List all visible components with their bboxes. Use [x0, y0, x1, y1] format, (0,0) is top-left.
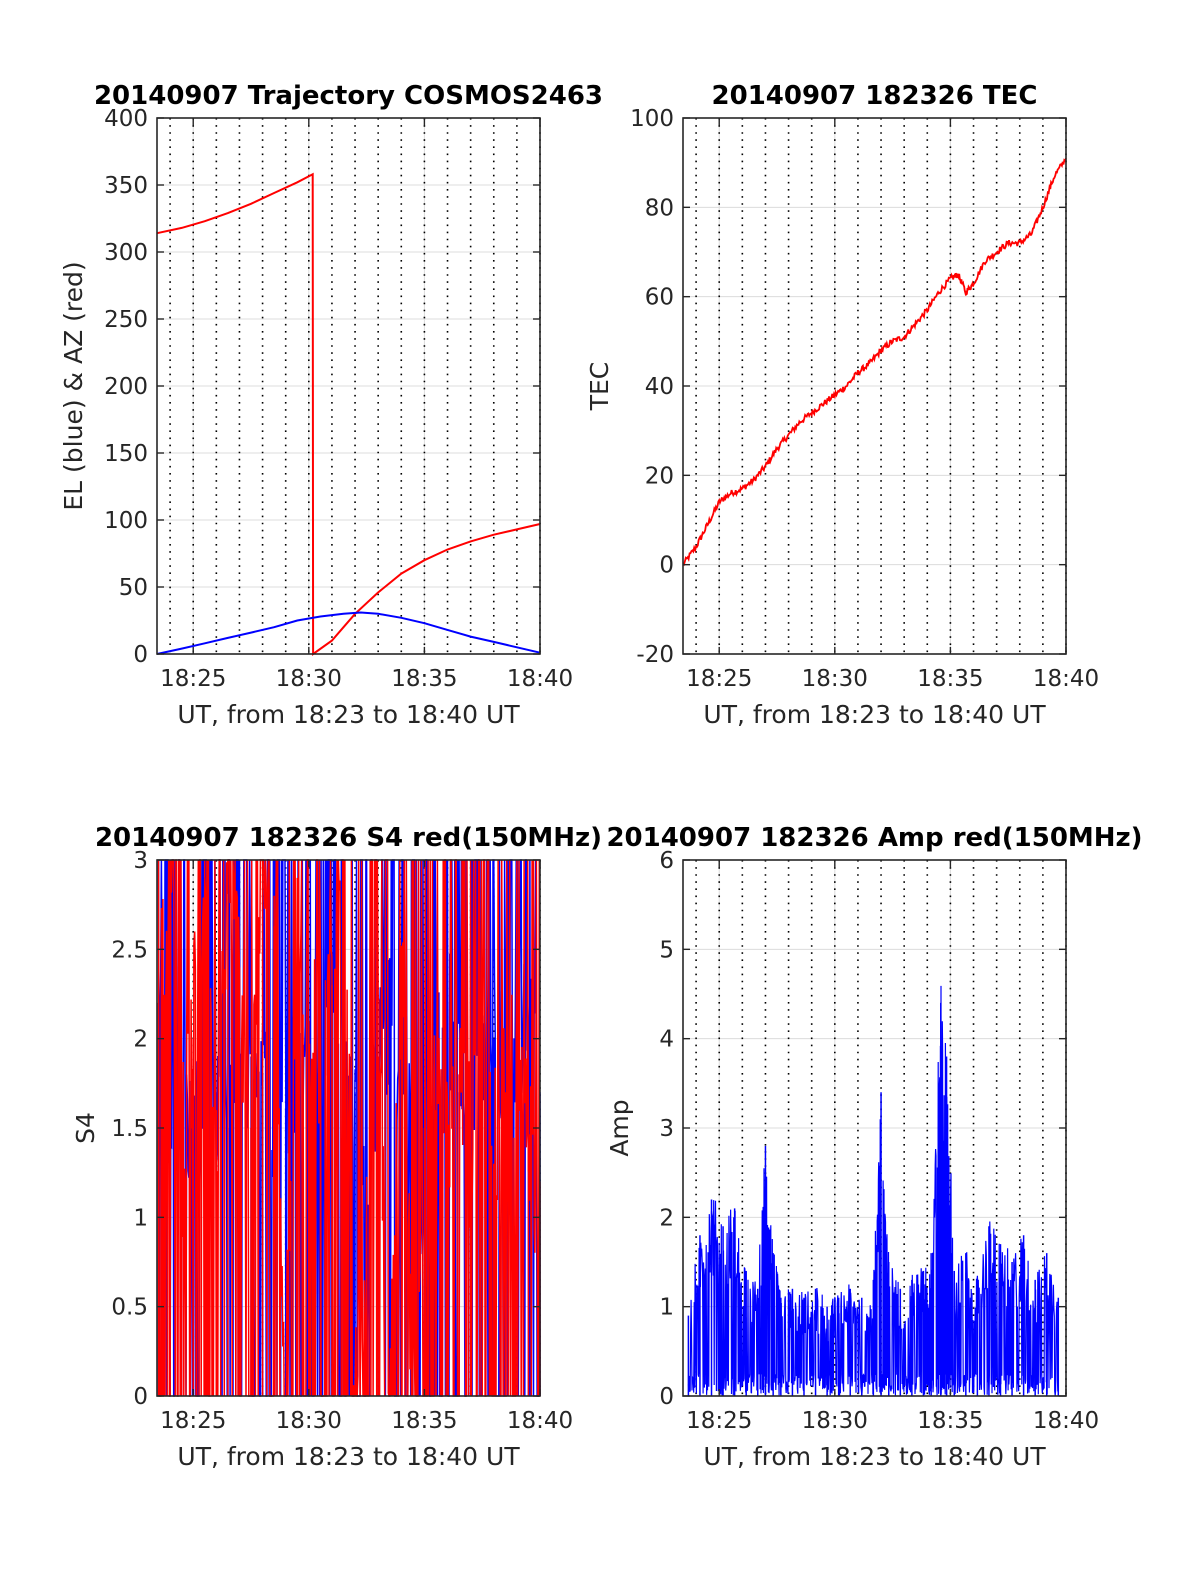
panel-s4: 0 0.5 1 1.5 2 2.5 3 18:25 18:30 18:35 18:40 2014090…	[71, 823, 602, 1471]
y-tick-label: 350	[104, 173, 148, 199]
x-tick-label: 18:30	[802, 666, 868, 692]
y-tick-label: 0	[133, 642, 148, 668]
x-axis-label: UT, from 18:23 to 18:40 UT	[703, 1442, 1046, 1471]
y-tick-label: 40	[645, 374, 674, 400]
y-axis-label: S4	[71, 1112, 100, 1144]
y-tick-label: 3	[133, 848, 148, 874]
chart-title: 20140907 Trajectory COSMOS2463	[94, 81, 603, 111]
y-tick-label: 0	[659, 1384, 674, 1410]
y-tick-label: 60	[645, 285, 674, 311]
x-tick-label: 18:30	[802, 1408, 868, 1434]
panel-trajectory: 0 50 100 150 200 250 300 350 400 18:25 18:30 18:35 1…	[59, 81, 603, 729]
series-trace-1	[157, 859, 541, 1397]
series-line-0	[156, 172, 541, 656]
chart-title: 20140907 182326 TEC	[712, 81, 1038, 111]
x-tick-label: 18:40	[507, 666, 573, 692]
x-axis-label: UT, from 18:23 to 18:40 UT	[177, 700, 520, 729]
chart-title: 20140907 182326 S4 red(150MHz)	[95, 823, 602, 853]
panel-amp: 0 1 2 3 4 5 6 18:25 18:30 18:35 18:40 20140907 1823…	[605, 823, 1143, 1471]
x-tick-label: 18:35	[391, 666, 457, 692]
y-tick-label: 250	[104, 307, 148, 333]
y-tick-label: 100	[630, 106, 674, 132]
y-tick-label: 0	[133, 1384, 148, 1410]
x-tick-label: 18:35	[917, 666, 983, 692]
y-tick-label: 50	[119, 575, 148, 601]
x-tick-label: 18:30	[276, 1408, 342, 1434]
x-tick-label: 18:30	[276, 666, 342, 692]
y-axis-label: TEC	[585, 362, 614, 412]
y-tick-label: 20	[645, 463, 674, 489]
y-tick-label: -20	[636, 642, 674, 668]
x-tick-label: 18:25	[160, 666, 226, 692]
y-tick-label: 80	[645, 195, 674, 221]
x-tick-label: 18:40	[507, 1408, 573, 1434]
y-tick-label: 0.5	[111, 1295, 148, 1321]
y-tick-label: 150	[104, 441, 148, 467]
y-tick-label: 400	[104, 106, 148, 132]
y-axis-label: Amp	[605, 1099, 634, 1156]
y-tick-label: 100	[104, 508, 148, 534]
y-tick-label: 4	[659, 1027, 674, 1053]
x-tick-label: 18:35	[917, 1408, 983, 1434]
y-tick-label: 1	[659, 1295, 674, 1321]
y-tick-label: 300	[104, 240, 148, 266]
panel-tec: -20 0 20 40 60 80 100 18:25 18:30 18:35 18:40 20140…	[585, 81, 1099, 729]
x-tick-label: 18:35	[391, 1408, 457, 1434]
series-trace-0	[687, 985, 1059, 1396]
x-tick-label: 18:40	[1033, 666, 1099, 692]
y-tick-label: 1	[133, 1205, 148, 1231]
y-tick-label: 2	[659, 1205, 674, 1231]
y-tick-label: 200	[104, 374, 148, 400]
chart-title: 20140907 182326 Amp red(150MHz)	[606, 823, 1142, 853]
y-tick-label: 1.5	[111, 1116, 148, 1142]
y-tick-label: 6	[659, 848, 674, 874]
x-tick-label: 18:25	[686, 666, 752, 692]
series-line-0	[682, 157, 1067, 567]
series-line-1	[156, 611, 541, 655]
x-axis-label: UT, from 18:23 to 18:40 UT	[703, 700, 1046, 729]
y-axis-label: EL (blue) & AZ (red)	[59, 261, 88, 510]
y-tick-label: 2	[133, 1027, 148, 1053]
x-tick-label: 18:25	[160, 1408, 226, 1434]
y-tick-label: 5	[659, 937, 674, 963]
x-tick-label: 18:40	[1033, 1408, 1099, 1434]
x-axis-label: UT, from 18:23 to 18:40 UT	[177, 1442, 520, 1471]
x-tick-label: 18:25	[686, 1408, 752, 1434]
y-tick-label: 3	[659, 1116, 674, 1142]
y-tick-label: 2.5	[111, 937, 148, 963]
y-tick-label: 0	[659, 553, 674, 579]
